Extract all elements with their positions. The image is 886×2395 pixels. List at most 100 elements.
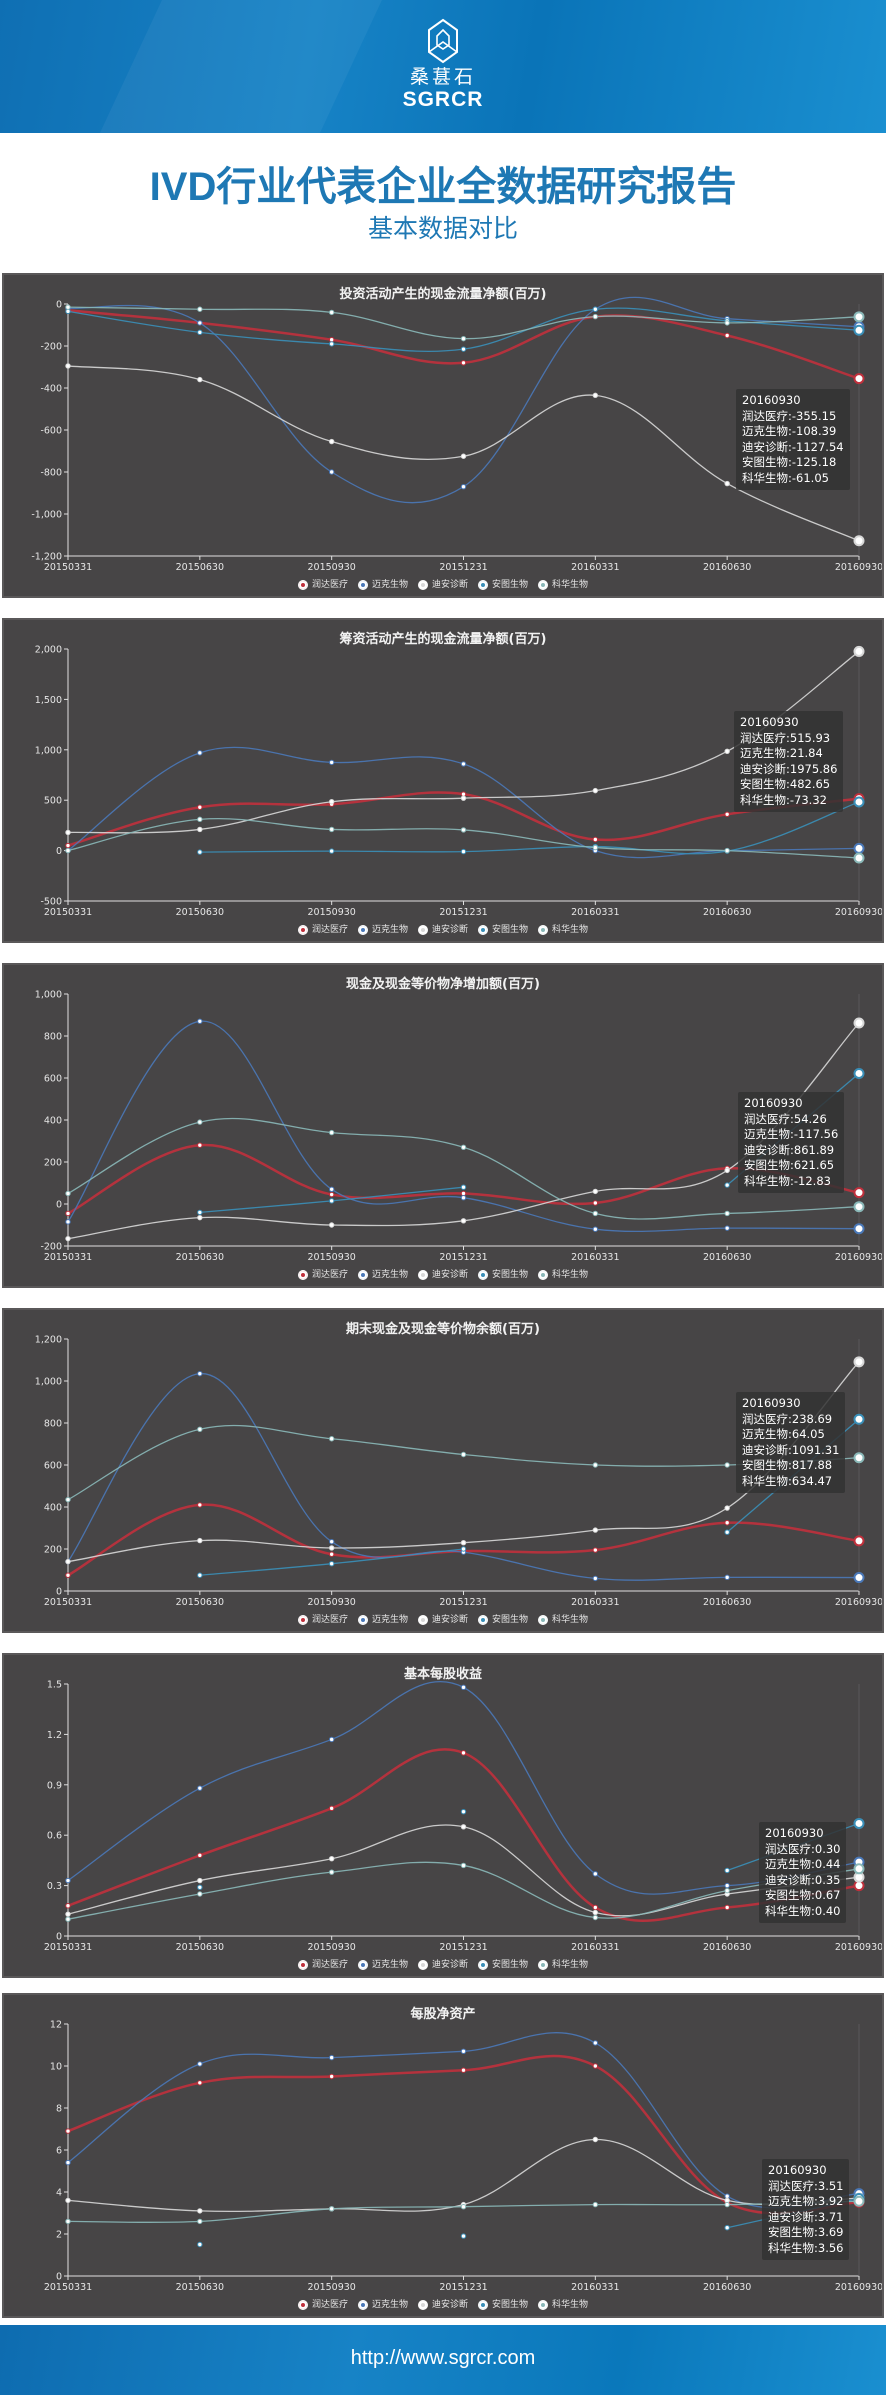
data-point[interactable]: [65, 2218, 71, 2225]
data-point[interactable]: [592, 787, 599, 794]
data-point[interactable]: [197, 1537, 203, 1544]
data-point[interactable]: [328, 1222, 335, 1228]
data-point[interactable]: [197, 1884, 203, 1890]
data-point[interactable]: [197, 826, 203, 833]
data-point[interactable]: [460, 1750, 467, 1756]
data-point[interactable]: [197, 1785, 203, 1791]
data-point[interactable]: [592, 2136, 599, 2143]
data-point[interactable]: [592, 1904, 599, 1911]
data-point[interactable]: [328, 1805, 335, 1812]
data-point[interactable]: [592, 1871, 599, 1877]
data-point[interactable]: [592, 1914, 599, 1921]
data-point[interactable]: [197, 1209, 203, 1216]
data-point[interactable]: [853, 1452, 865, 1464]
data-point[interactable]: [460, 484, 467, 490]
data-point[interactable]: [592, 313, 599, 320]
data-point[interactable]: [592, 844, 599, 851]
legend-item[interactable]: 润达医疗: [297, 1267, 348, 1280]
legend-item[interactable]: 安图生物: [478, 577, 528, 590]
data-point[interactable]: [65, 1558, 71, 1565]
data-point[interactable]: [853, 852, 865, 864]
data-point[interactable]: [724, 1904, 730, 1911]
data-point[interactable]: [460, 335, 467, 342]
data-point[interactable]: [460, 761, 467, 767]
data-point[interactable]: [328, 1191, 335, 1198]
data-point[interactable]: [197, 2061, 203, 2067]
data-point[interactable]: [853, 311, 865, 323]
data-point[interactable]: [65, 1916, 71, 1922]
data-point[interactable]: [724, 1210, 730, 1217]
data-point[interactable]: [592, 2201, 599, 2208]
data-point[interactable]: [197, 320, 203, 326]
data-point[interactable]: [65, 2159, 71, 2166]
data-point[interactable]: [460, 795, 467, 801]
legend-item[interactable]: 科华生物: [538, 2297, 588, 2310]
data-point[interactable]: [328, 309, 335, 316]
legend-item[interactable]: 安图生物: [478, 1267, 528, 1280]
data-point[interactable]: [197, 329, 203, 336]
data-point[interactable]: [197, 750, 203, 756]
data-point[interactable]: [460, 360, 467, 366]
data-point[interactable]: [724, 332, 730, 339]
data-point[interactable]: [460, 1684, 467, 1691]
data-point[interactable]: [724, 811, 730, 818]
legend-item[interactable]: 迪安诊断: [417, 1957, 468, 1970]
legend-item[interactable]: 科华生物: [538, 1612, 588, 1625]
data-point[interactable]: [724, 2201, 730, 2208]
data-point[interactable]: [853, 1223, 865, 1235]
data-point[interactable]: [197, 804, 203, 810]
data-point[interactable]: [197, 1142, 203, 1148]
data-point[interactable]: [197, 2241, 203, 2248]
data-point[interactable]: [197, 1370, 203, 1377]
data-point[interactable]: [197, 1852, 203, 1859]
legend-item[interactable]: 迈克生物: [357, 577, 408, 590]
data-point[interactable]: [65, 304, 71, 310]
data-point[interactable]: [328, 1736, 335, 1743]
data-point[interactable]: [197, 2080, 203, 2086]
data-point[interactable]: [724, 1505, 730, 1511]
data-point[interactable]: [460, 827, 467, 833]
data-point[interactable]: [460, 1218, 467, 1224]
data-point[interactable]: [592, 2063, 599, 2069]
data-point[interactable]: [853, 1187, 865, 1199]
data-point[interactable]: [724, 480, 730, 487]
data-point[interactable]: [592, 2040, 599, 2046]
data-point[interactable]: [853, 1356, 865, 1368]
data-point[interactable]: [460, 1546, 467, 1552]
legend-item[interactable]: 迪安诊断: [417, 577, 468, 590]
data-point[interactable]: [65, 1903, 71, 1909]
data-point[interactable]: [460, 1144, 467, 1151]
data-point[interactable]: [197, 376, 203, 383]
data-point[interactable]: [460, 1862, 467, 1869]
data-point[interactable]: [328, 2054, 335, 2061]
legend-item[interactable]: 科华生物: [538, 922, 588, 935]
legend-item[interactable]: 润达医疗: [297, 1957, 348, 1970]
data-point[interactable]: [65, 1235, 71, 1242]
data-point[interactable]: [460, 2067, 467, 2073]
data-point[interactable]: [592, 1909, 599, 1916]
data-point[interactable]: [197, 1891, 203, 1897]
legend-item[interactable]: 迈克生物: [357, 1957, 408, 1970]
data-point[interactable]: [592, 1462, 599, 1468]
data-point[interactable]: [724, 847, 730, 854]
data-point[interactable]: [460, 1451, 467, 1458]
legend-item[interactable]: 安图生物: [478, 1957, 528, 1970]
data-point[interactable]: [592, 306, 599, 312]
data-point[interactable]: [592, 1547, 599, 1553]
data-point[interactable]: [460, 1824, 467, 1830]
data-point[interactable]: [460, 1808, 467, 1815]
data-point[interactable]: [65, 1219, 71, 1225]
legend-item[interactable]: 迈克生物: [357, 1612, 408, 1625]
data-point[interactable]: [460, 848, 467, 855]
data-point[interactable]: [65, 1911, 71, 1917]
data-point[interactable]: [724, 2225, 730, 2231]
data-point[interactable]: [65, 1572, 71, 1578]
data-point[interactable]: [65, 847, 71, 854]
data-point[interactable]: [65, 829, 71, 836]
legend-item[interactable]: 迈克生物: [357, 1267, 408, 1280]
data-point[interactable]: [197, 1214, 203, 1221]
legend-item[interactable]: 迪安诊断: [417, 1612, 468, 1625]
data-point[interactable]: [460, 346, 467, 352]
data-point[interactable]: [460, 2204, 467, 2210]
data-point[interactable]: [197, 2208, 203, 2214]
